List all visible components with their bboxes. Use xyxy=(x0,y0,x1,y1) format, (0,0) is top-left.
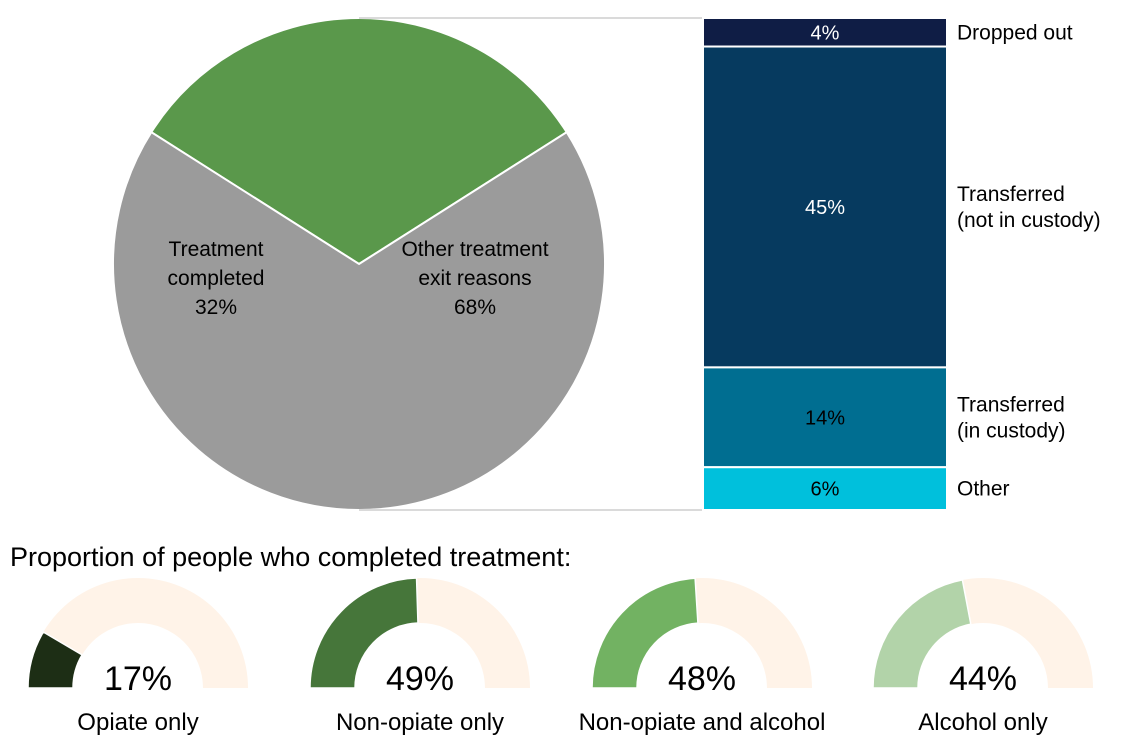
gauge-label-non-opiate-and-alcohol: Non-opiate and alcohol xyxy=(579,709,826,736)
bar-value-transferred-not-in-custody: 45% xyxy=(805,197,845,219)
bar-segment-dropped-out xyxy=(702,17,948,48)
bar-segment-transferred-in-custody xyxy=(702,366,948,469)
bar-value-other: 6% xyxy=(811,479,840,501)
bar-label-transferred-not-in-custody: Transferred (not in custody) xyxy=(957,183,1101,232)
gauge-value-opiate-only: 17% xyxy=(104,660,172,698)
gauge-label-opiate-only: Opiate only xyxy=(77,709,198,736)
pie-label-treatment-completed: Treatment completed 32% xyxy=(168,238,265,319)
bar-segment-other xyxy=(702,466,948,511)
gauge-track-opiate-only xyxy=(28,578,248,688)
gauge-fill-opiate-only xyxy=(27,630,84,689)
completion-gauges: 17% Opiate only 49% Non-opiate only 48% Non-o… xyxy=(27,577,1093,736)
exit-reasons-pie: Treatment completed 32% Other treatment exit… xyxy=(112,17,606,511)
gauge-value-alcohol-only: 44% xyxy=(949,660,1017,698)
gauges-title: Proportion of people who completed treat… xyxy=(10,542,571,572)
gauge-fill-non-opiate-and-alcohol xyxy=(591,577,699,689)
bar-value-transferred-in-custody: 14% xyxy=(805,407,845,429)
gauge-value-non-opiate-and-alcohol: 48% xyxy=(668,660,736,698)
bar-value-dropped-out: 4% xyxy=(811,22,840,44)
gauge-fill-alcohol-only xyxy=(872,579,972,689)
gauge-fill-non-opiate-only xyxy=(309,577,419,689)
bar-segment-transferred-not-in-custody xyxy=(702,45,948,369)
bar-label-other: Other xyxy=(957,478,1010,501)
pie-label-other-treatment-exit-reasons: Other treatment exit reasons 68% xyxy=(401,238,548,319)
bar-label-transferred-in-custody: Transferred (in custody) xyxy=(957,393,1066,442)
gauge-value-non-opiate-only: 49% xyxy=(386,660,454,698)
other-reasons-stacked-bar: 4% Dropped out 45% Transferred (not in custo… xyxy=(702,17,1101,511)
gauge-label-alcohol-only: Alcohol only xyxy=(918,709,1047,736)
gauge-label-non-opiate-only: Non-opiate only xyxy=(336,709,504,736)
pie-to-bar-connectors xyxy=(359,17,703,511)
bar-label-dropped-out: Dropped out xyxy=(957,21,1073,44)
